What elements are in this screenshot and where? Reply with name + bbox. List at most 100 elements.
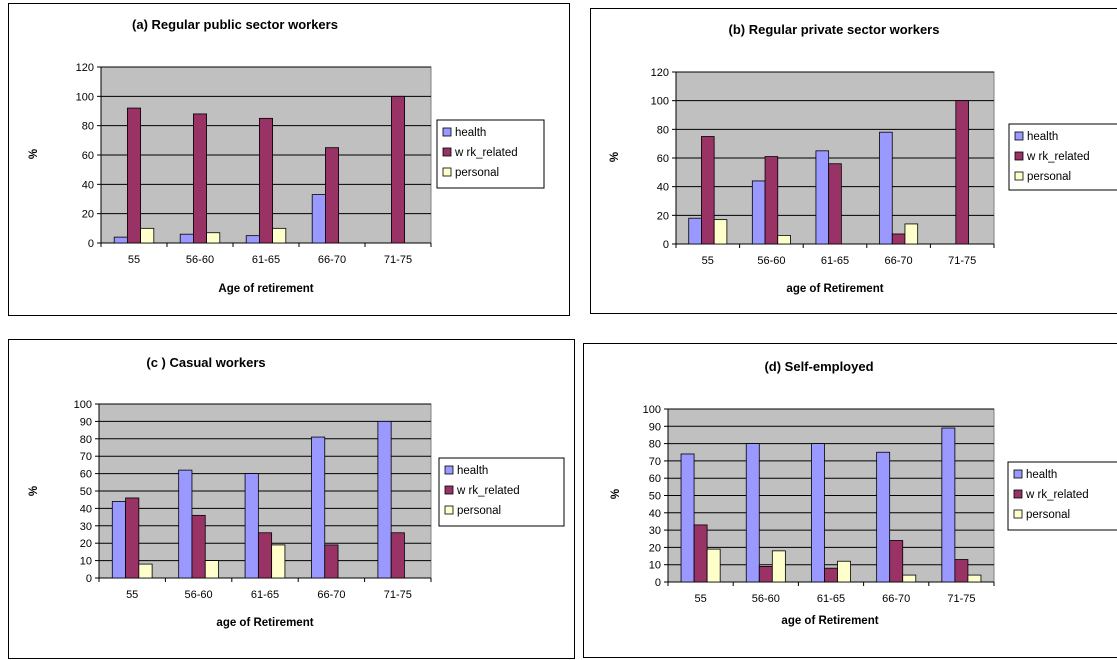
chart-title: (d) Self-employed — [764, 359, 873, 374]
y-tick-label: 40 — [82, 179, 94, 191]
bar-wrk_related — [324, 147, 339, 244]
legend-label: personal — [1026, 509, 1070, 521]
bar-wrk_related — [390, 95, 405, 244]
x-tick-label: 61-65 — [252, 254, 280, 266]
legend-box — [436, 119, 545, 189]
bar-personal — [206, 232, 221, 244]
legend-label: health — [455, 127, 486, 139]
x-tick-label: 66-70 — [318, 254, 346, 266]
chart-title: (a) Regular public sector workers — [132, 17, 338, 32]
y-tick-label: 0 — [655, 577, 661, 589]
bar-personal — [271, 544, 286, 579]
y-tick-label: 40 — [649, 508, 661, 520]
legend-label: w rk_related — [456, 485, 520, 497]
bar-personal — [706, 548, 721, 583]
x-axis-label: age of Retirement — [781, 615, 878, 627]
chart-svg: (b) Regular private sector workers 0 20 40 6… — [609, 22, 1117, 295]
y-tick-label: 60 — [657, 153, 669, 165]
y-tick-label: 0 — [86, 573, 92, 585]
y-tick-label: 10 — [649, 560, 661, 572]
bar-personal — [902, 574, 917, 583]
y-axis-label: % — [610, 489, 622, 499]
chart-svg: (c ) Casual workers 0 10 20 30 40 50 60 70 80 90 10… — [28, 355, 565, 629]
bar-wrk_related — [955, 100, 969, 245]
y-tick-label: 100 — [74, 399, 92, 411]
bar-wrk_related — [891, 233, 906, 245]
x-tick-label: 55 — [702, 255, 714, 267]
y-tick-label: 120 — [76, 62, 94, 74]
x-tick-label: 66-70 — [885, 255, 913, 267]
y-axis-label: % — [609, 152, 621, 162]
y-tick-label: 50 — [649, 491, 661, 503]
bar-wrk_related — [191, 514, 206, 579]
chart-svg: (a) Regular public sector workers 0 20 40 60… — [28, 17, 545, 295]
x-tick-label: 71-75 — [384, 589, 412, 601]
bar-wrk_related — [257, 532, 273, 579]
chart-panel-c: (c ) Casual workers 0 10 20 30 40 50 60 70 80 90 10… — [8, 339, 575, 659]
bar-personal — [138, 563, 153, 579]
bar-personal — [204, 560, 219, 579]
legend-swatch-wrk_related — [442, 147, 452, 157]
y-tick-label: 60 — [80, 469, 92, 481]
chart-panel-a: (a) Regular public sector workers 0 20 40 60… — [8, 3, 570, 316]
legend-label: w rk_related — [1025, 489, 1089, 501]
y-tick-label: 80 — [80, 434, 92, 446]
legend-swatch-wrk_related — [1014, 151, 1024, 161]
y-tick-label: 60 — [649, 473, 661, 485]
bar-personal — [967, 574, 982, 583]
bar-health — [815, 150, 830, 245]
bar-wrk_related — [889, 540, 904, 583]
y-tick-label: 70 — [649, 456, 661, 468]
legend-swatch-personal — [444, 505, 454, 515]
bar-health — [113, 236, 128, 244]
legend-label: personal — [1027, 171, 1071, 183]
y-tick-label: 20 — [649, 542, 661, 554]
bar-personal — [904, 223, 919, 245]
legend-swatch-health — [1013, 469, 1023, 479]
bar-wrk_related — [764, 156, 779, 245]
legend-box — [438, 457, 565, 527]
bar-health — [377, 421, 392, 579]
bar-health — [111, 501, 126, 579]
bar-personal — [777, 234, 791, 245]
bar-health — [745, 443, 760, 583]
legend-swatch-wrk_related — [1013, 489, 1023, 499]
x-tick-label: 56-60 — [757, 255, 785, 267]
bar-health — [688, 217, 702, 245]
y-tick-label: 30 — [80, 521, 92, 533]
bar-wrk_related — [758, 566, 773, 583]
legend-label: health — [1027, 131, 1058, 143]
x-tick-label: 55 — [128, 254, 140, 266]
legend-label: personal — [457, 505, 501, 517]
chart-panel-d: (d) Self-employed 0 10 20 30 40 50 60 70 80 90 100 5… — [583, 343, 1117, 658]
y-tick-label: 10 — [80, 556, 92, 568]
y-tick-label: 20 — [82, 209, 94, 221]
bar-wrk_related — [824, 567, 838, 583]
y-tick-label: 0 — [88, 238, 94, 250]
x-tick-label: 71-75 — [948, 255, 976, 267]
bar-health — [245, 235, 260, 244]
x-tick-label: 71-75 — [947, 593, 975, 605]
y-tick-label: 30 — [649, 525, 661, 537]
bar-health — [244, 473, 259, 579]
legend-label: health — [1026, 469, 1057, 481]
bar-wrk_related — [828, 163, 842, 245]
x-tick-label: 66-70 — [882, 593, 910, 605]
x-tick-label: 61-65 — [251, 589, 279, 601]
x-tick-label: 55 — [694, 593, 706, 605]
x-axis-label: age of Retirement — [216, 617, 313, 629]
x-tick-label: 56-60 — [185, 589, 213, 601]
y-tick-label: 20 — [657, 210, 669, 222]
x-tick-label: 71-75 — [384, 254, 412, 266]
bar-personal — [140, 227, 155, 244]
y-tick-label: 60 — [82, 150, 94, 162]
bar-health — [811, 443, 825, 583]
bar-health — [179, 233, 194, 244]
x-tick-label: 66-70 — [317, 589, 345, 601]
chart-svg: (d) Self-employed 0 10 20 30 40 50 60 70 80 90 100 5… — [610, 359, 1117, 627]
bar-personal — [771, 550, 786, 583]
y-tick-label: 80 — [657, 124, 669, 136]
y-tick-label: 90 — [80, 416, 92, 428]
legend-box — [1008, 123, 1117, 191]
bar-wrk_related — [390, 532, 405, 579]
